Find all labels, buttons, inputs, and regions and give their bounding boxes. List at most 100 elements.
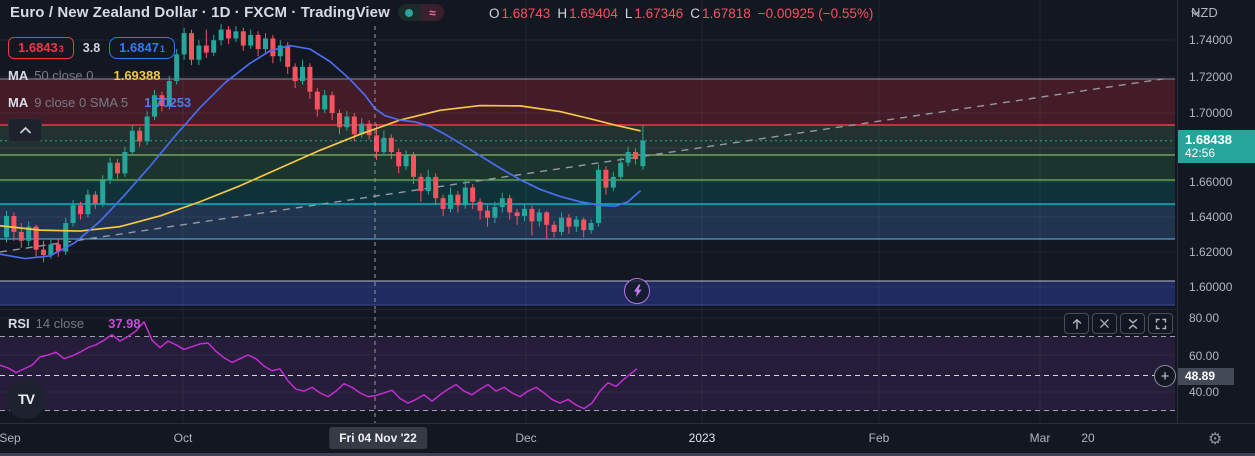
price-axis-label: 40.00 (1189, 385, 1220, 399)
candle (625, 146, 631, 167)
legend-collapse-button[interactable] (8, 118, 42, 142)
candle (322, 89, 328, 113)
maximize-pane-button[interactable] (1148, 313, 1173, 334)
candle (492, 201, 498, 224)
candle (337, 109, 342, 135)
candle (581, 217, 587, 238)
price-zone (0, 155, 1175, 180)
currency-dropdown[interactable]: NZD (1191, 5, 1218, 20)
price-axis-label: 1.70000 (1189, 106, 1233, 120)
candle (596, 164, 601, 227)
pane-separator[interactable] (0, 309, 1177, 310)
candle (189, 29, 194, 66)
candle (551, 221, 557, 238)
rsi-legend-row[interactable]: RSI 14 close 37.98 (8, 316, 141, 331)
main-chart-canvas[interactable] (0, 0, 1177, 309)
time-axis-label: 20 (1081, 431, 1095, 445)
currency-label: NZD (1191, 5, 1218, 20)
candle (107, 157, 113, 184)
candle (529, 205, 535, 236)
candle (411, 152, 416, 184)
candle (462, 180, 468, 209)
price-axis-label: 60.00 (1189, 349, 1220, 363)
candle (573, 215, 579, 232)
candle (196, 40, 202, 66)
price-axis-label: 1.64000 (1189, 210, 1233, 224)
add-alert-plus-icon[interactable]: + (1154, 365, 1176, 387)
sell-price-button[interactable]: 1.6843 3 (8, 37, 74, 59)
ma50-legend-row[interactable]: MA 50 close 0 1.69388 (8, 68, 160, 83)
ma9-params: 9 close 0 SMA 5 (34, 95, 129, 110)
green-dot-icon (405, 8, 414, 17)
high-label: H (557, 6, 568, 21)
tradingview-logo[interactable]: TV (6, 379, 46, 419)
candle (470, 184, 476, 209)
price-axis-label: 1.72000 (1189, 70, 1233, 84)
close-value: 1.67818 (701, 6, 751, 21)
candle (425, 169, 431, 195)
approx-data-icon[interactable]: ≈ (420, 4, 444, 21)
price-axis-border (1177, 0, 1178, 453)
price-zone (0, 204, 1175, 239)
rsi-line (0, 320, 638, 410)
candle (285, 42, 291, 74)
bid-ask-tags: 1.6843 3 3.8 1.6847 1 (8, 37, 175, 59)
collapse-pane-button[interactable] (1120, 313, 1145, 334)
gear-icon[interactable]: ⚙ (1208, 431, 1223, 448)
chevron-down-icon (1191, 10, 1200, 16)
change-value: −0.00925 (−0.55%) (757, 6, 874, 21)
candle (100, 175, 106, 208)
crosshair-date-badge: Fri 04 Nov '22 (329, 427, 427, 449)
time-axis-label: 2023 (688, 431, 716, 445)
candle (263, 33, 268, 53)
lightning-bolt-button[interactable] (624, 278, 650, 304)
price-axis-label: 80.00 (1189, 311, 1220, 325)
rsi-pane-canvas[interactable] (0, 309, 1177, 423)
candle (181, 27, 187, 60)
move-pane-up-button[interactable] (1064, 313, 1089, 334)
candle (344, 111, 350, 131)
price-axis-label: 1.62000 (1189, 245, 1233, 259)
candle (240, 27, 246, 51)
candle (603, 166, 609, 195)
rsi-pane-controls (1064, 313, 1173, 334)
candle (507, 194, 513, 220)
window-bottom-edge (0, 453, 1255, 456)
open-value: 1.68743 (501, 6, 551, 21)
close-pane-button[interactable] (1092, 313, 1117, 334)
candle (137, 127, 143, 147)
plus-glyph: + (1160, 367, 1170, 385)
time-axis-label: Mar (1029, 431, 1051, 445)
candle (115, 159, 120, 179)
arrow-up-icon (1072, 318, 1081, 329)
candle (26, 221, 32, 247)
price-axis[interactable]: NZD 1.74000 1.72000 1.70000 1.66000 1.64000 1… (1178, 0, 1255, 423)
candles (4, 24, 646, 263)
candle (477, 198, 483, 220)
candle (277, 40, 283, 62)
rsi-params: 14 close (35, 316, 85, 331)
candle (396, 148, 402, 174)
candle (300, 59, 305, 85)
candle (366, 120, 372, 140)
symbol-status-toggles: ≈ (397, 4, 444, 21)
candle (388, 134, 394, 160)
symbol-title[interactable]: Euro / New Zealand Dollar · 1D · FXCM · … (10, 4, 390, 21)
rsi-name: RSI (8, 316, 30, 331)
ohlc-legend: O 1.68743 H 1.69404 L 1.67346 C 1.67818 −0.0… (489, 6, 873, 21)
last-price-value: 1.68438 (1185, 132, 1232, 147)
candle (122, 146, 128, 177)
price-zone (0, 180, 1175, 204)
time-axis[interactable]: Sep Oct Dec 2023 Feb Mar 20 Fri 04 Nov '22 ⚙ (0, 424, 1255, 453)
time-axis-label: Sep (0, 431, 21, 445)
candle (203, 29, 209, 58)
candle (218, 24, 224, 46)
buy-price-button[interactable]: 1.6847 1 (109, 37, 175, 59)
market-open-status-icon[interactable] (397, 4, 421, 21)
ma9-legend-row[interactable]: MA 9 close 0 SMA 5 1.70253 (8, 95, 191, 110)
candle (536, 208, 542, 227)
candle (292, 63, 298, 89)
ma9-value: 1.70253 (144, 95, 192, 110)
ma9-line (0, 44, 641, 260)
